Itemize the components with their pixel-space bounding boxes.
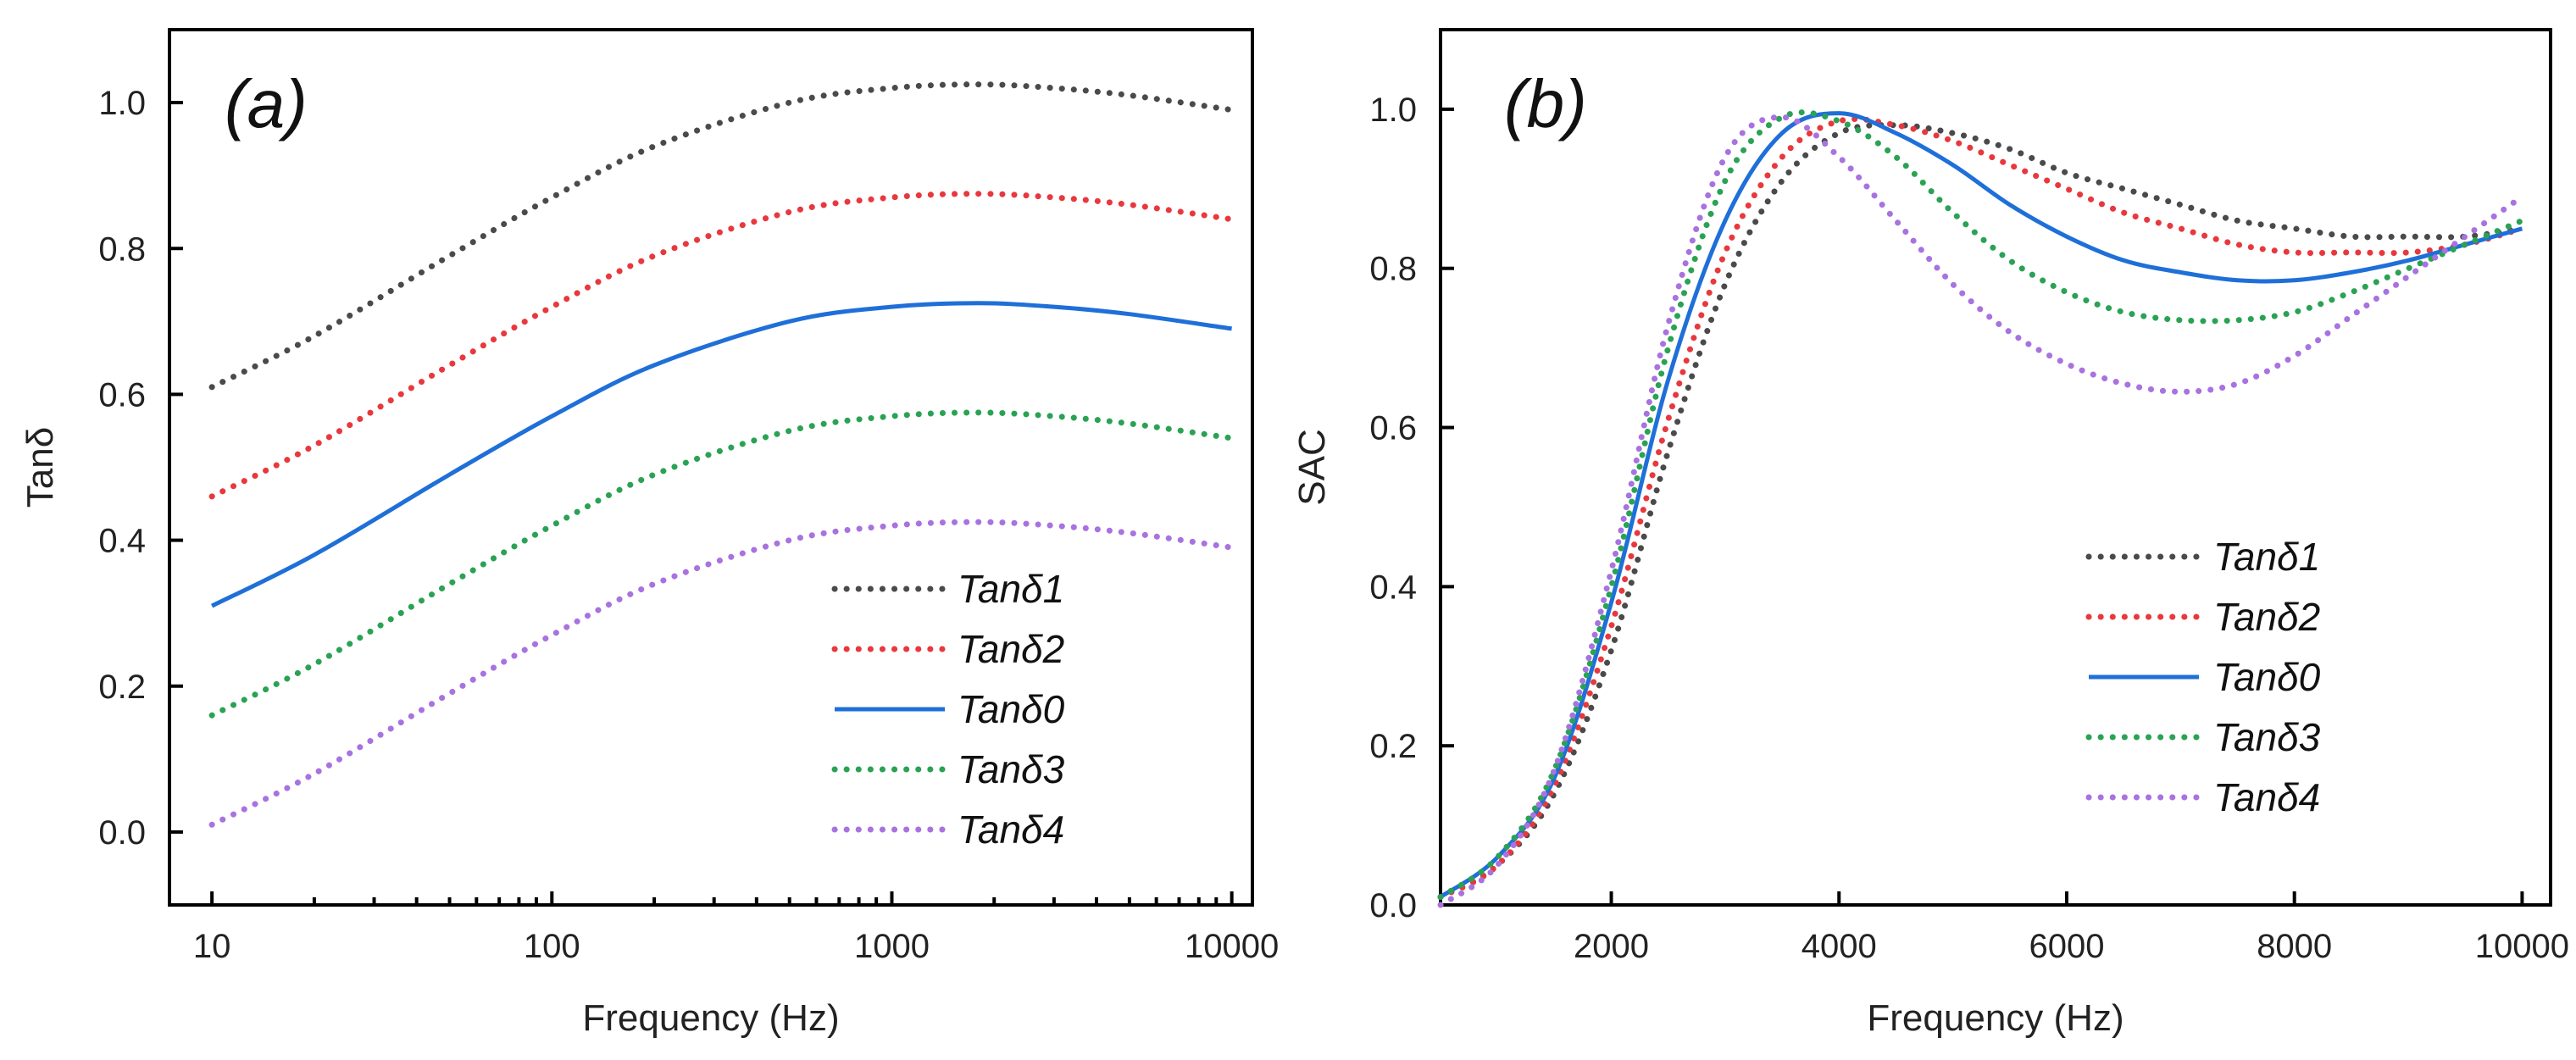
panel-a-legend-label-tandelta4: Tanδ4 [958, 807, 1064, 852]
panel-a-x-tick-label: 1000 [854, 928, 930, 965]
panel-b-x-tick-label: 10000 [2475, 928, 2569, 965]
panel-a-series-tandelta0 [210, 301, 1232, 608]
panel-b-series-tandelta4 [1437, 114, 2525, 908]
panel-a-chart: 10 100 1000 10000 0.0 0.2 0.4 0.6 0.8 1.0 Frequenc… [19, 28, 1279, 1039]
panel-b-y-axis-label: SAC [1291, 429, 1333, 505]
panel-b-series-tandelta1 [1437, 122, 2525, 901]
panel-a-y-tick-label: 0.6 [98, 376, 146, 413]
panel-b-legend-label-tandelta3: Tanδ3 [2213, 715, 2321, 759]
panel-a-y-tick-label: 0.2 [98, 669, 146, 706]
panel-b-legend-label-tandelta1: Tanδ1 [2213, 535, 2320, 579]
panel-b-y-tick-label: 0.8 [1369, 251, 1417, 288]
panel-b-legend-label-tandelta4: Tanδ4 [2213, 775, 2320, 819]
panel-b-y-tick-label: 0.0 [1369, 887, 1417, 924]
panel-a-y-axis-label: Tanδ [19, 427, 61, 508]
panel-a-legend-label-tandelta2: Tanδ2 [958, 627, 1064, 671]
panel-a-legend-label-tandelta3: Tanδ3 [958, 747, 1065, 791]
panel-a-y-tick-label: 1.0 [98, 85, 146, 122]
panel-b-x-tick-label: 8000 [2257, 928, 2332, 965]
panel-b-y-tick-label: 0.6 [1369, 410, 1417, 447]
panel-a-plot-frame [168, 28, 1254, 907]
panel-a-y-tick-label: 0.0 [98, 814, 146, 852]
panel-a-y-tick-label: 0.4 [98, 523, 146, 560]
panel-a-x-tick-label: 10000 [1185, 928, 1279, 965]
panel-a-series-tandelta3 [208, 409, 1235, 719]
panel-a-x-tick-label: 10 [193, 928, 231, 965]
panel-b-x-tick-label: 6000 [2029, 928, 2104, 965]
panel-a-series-tandelta4 [208, 519, 1235, 828]
panel-b-series-tandelta0 [1439, 111, 2523, 899]
panel-b-panel-label: (b) [1504, 66, 1587, 142]
panel-a-legend-label-tandelta0: Tanδ0 [958, 687, 1065, 731]
panel-a-series-tandelta2 [208, 191, 1235, 500]
panel-b-y-tick-label: 1.0 [1369, 92, 1417, 129]
panel-a-series-tandelta1 [208, 81, 1235, 391]
panel-b-x-axis-label: Frequency (Hz) [1867, 997, 2124, 1039]
panel-b-x-tick-label: 2000 [1574, 928, 1649, 965]
panel-a-panel-label: (a) [225, 66, 308, 142]
panel-b-chart: 2000 4000 6000 8000 10000 0.0 0.2 0.4 0.6 0.8 1.0 F… [1291, 28, 2569, 1039]
panel-b-y-tick-label: 0.2 [1369, 728, 1417, 765]
panel-b-plot-frame [1439, 28, 2552, 907]
panel-b-y-tick-label: 0.4 [1369, 569, 1417, 606]
panel-b-legend-label-tandelta2: Tanδ2 [2213, 595, 2320, 639]
panel-a-x-tick-label: 100 [524, 928, 580, 965]
panel-a-x-axis-label: Frequency (Hz) [582, 997, 839, 1039]
panel-a-legend-label-tandelta1: Tanδ1 [958, 567, 1064, 611]
panel-a-y-tick-label: 0.8 [98, 230, 146, 268]
panel-b-series-tandelta3 [1437, 109, 2525, 901]
panel-b-legend-label-tandelta0: Tanδ0 [2213, 655, 2321, 699]
panel-b-series-tandelta2 [1437, 116, 2525, 901]
panel-b-x-tick-label: 4000 [1802, 928, 1877, 965]
